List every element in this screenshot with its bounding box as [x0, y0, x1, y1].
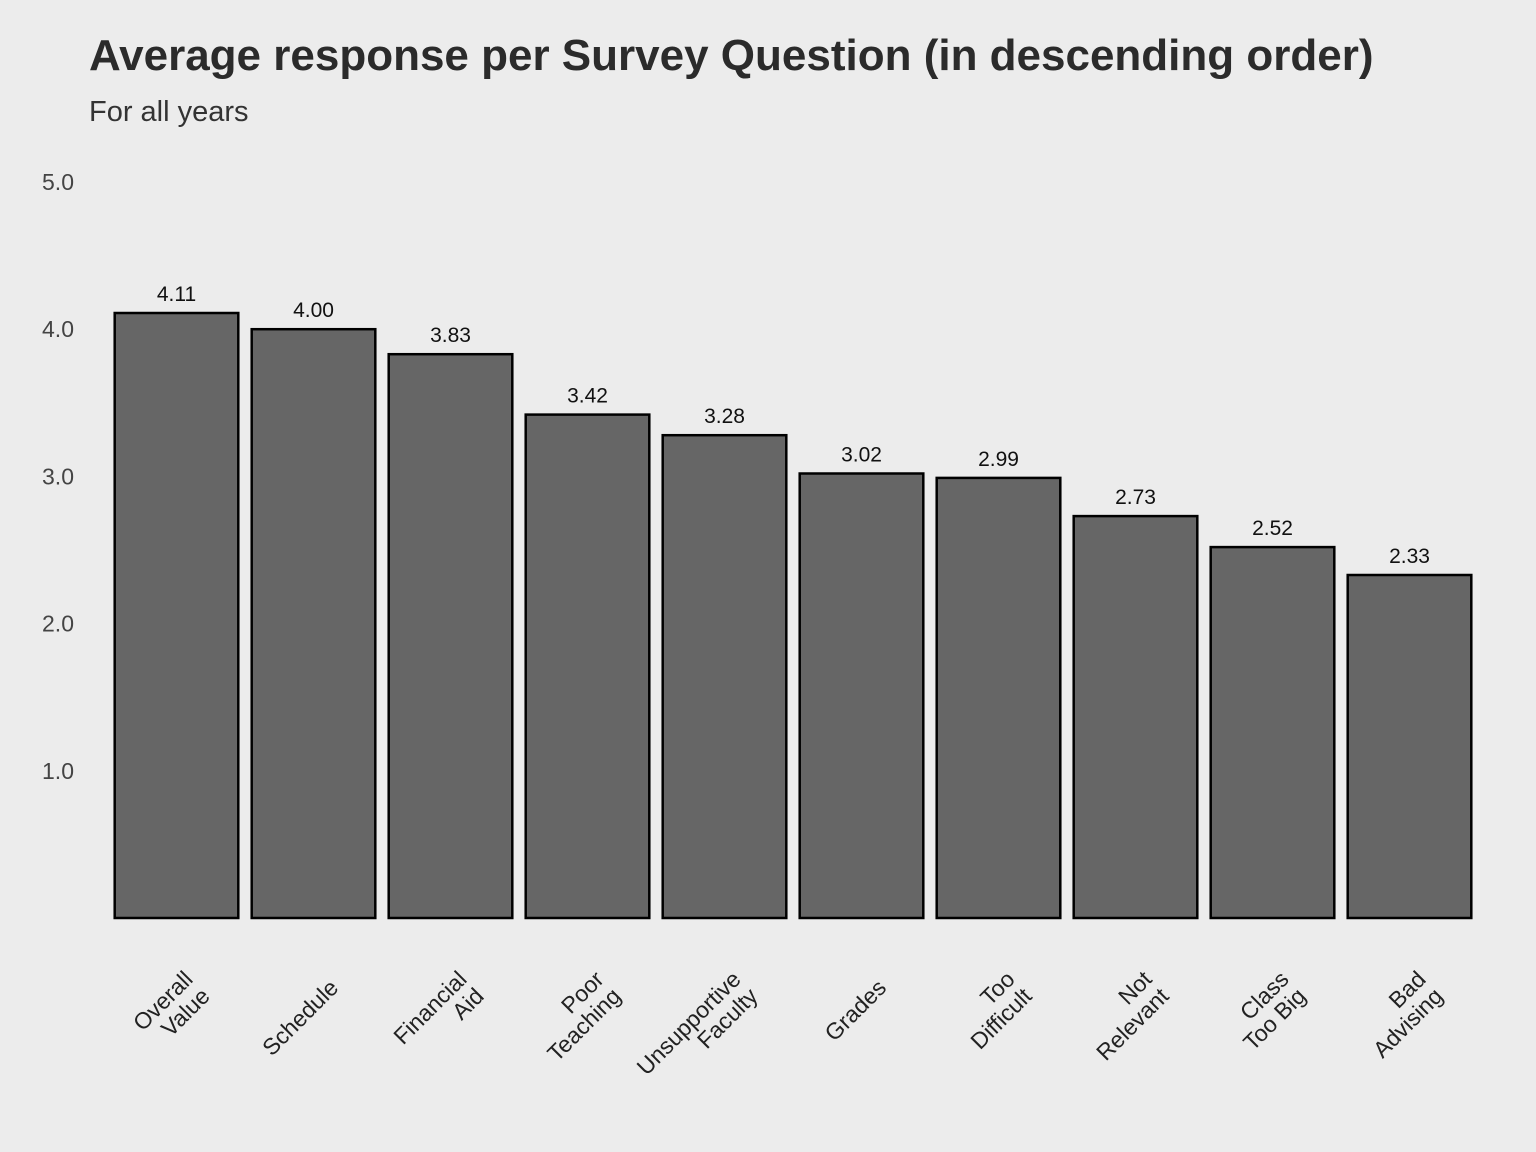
x-tick-label: FinancialAid [388, 966, 488, 1066]
x-tick-label: TooDifficult [948, 965, 1037, 1054]
y-tick-label: 2.0 [42, 611, 74, 637]
bar [387, 352, 514, 920]
x-tick-label: BadAdvising [1351, 966, 1448, 1063]
x-tick-label-text: UnsupportiveFaculty [631, 965, 763, 1097]
x-tick-label-text: NotRelevant [1074, 965, 1174, 1065]
bar-value-label: 3.02 [841, 444, 882, 467]
bar-value-label: 4.11 [157, 283, 196, 306]
value-labels: 4.11 4.00 3.83 3.42 3.28 3.02 2.99 2.73 2.52 2.33 [157, 283, 1430, 568]
bar-value-label: 3.83 [430, 324, 471, 347]
bar-value-label: 4.00 [293, 299, 334, 322]
bar [798, 472, 925, 920]
x-tick-label-text: FinancialAid [388, 966, 488, 1066]
x-tick-label-line: Schedule [257, 974, 343, 1060]
bar [524, 413, 651, 920]
x-tick-label-text: Schedule [257, 974, 343, 1060]
y-tick-label: 1.0 [42, 758, 74, 784]
bar-value-label: 3.28 [704, 405, 745, 428]
y-tick-label: 3.0 [42, 463, 74, 489]
bar [935, 476, 1062, 920]
x-tick-label: UnsupportiveFaculty [631, 965, 763, 1097]
bar [1072, 514, 1199, 920]
bars [113, 311, 1473, 920]
bar-value-label: 2.52 [1252, 517, 1293, 540]
bar [113, 311, 240, 920]
y-tick-label: 4.0 [42, 316, 74, 342]
x-tick-label-text: OverallValue [128, 966, 215, 1053]
x-tick-label: PoorTeaching [525, 966, 626, 1067]
bar-value-label: 2.33 [1389, 545, 1430, 568]
x-tick-label-text: PoorTeaching [525, 966, 626, 1067]
y-axis: 1.0 2.0 3.0 4.0 5.0 [42, 169, 74, 784]
x-tick-label-text: TooDifficult [948, 965, 1037, 1054]
bar-value-label: 2.73 [1115, 486, 1156, 509]
bar-value-label: 2.99 [978, 448, 1019, 471]
x-tick-label: NotRelevant [1074, 965, 1174, 1065]
bar [1346, 573, 1473, 920]
x-tick-label-text: BadAdvising [1351, 966, 1448, 1063]
x-tick-label-text: ClassToo Big [1221, 966, 1311, 1056]
bar [250, 327, 377, 920]
x-tick-label-text: Grades [819, 974, 891, 1046]
x-axis: OverallValue Schedule FinancialAid PoorTeac… [128, 965, 1448, 1097]
y-tick-label: 5.0 [42, 169, 74, 195]
bar-value-label: 3.42 [567, 385, 608, 408]
x-tick-label: OverallValue [128, 966, 215, 1053]
x-tick-label: ClassToo Big [1221, 966, 1311, 1056]
bar [1209, 545, 1336, 920]
x-tick-label: Grades [819, 974, 891, 1046]
chart-title: Average response per Survey Question (in… [89, 31, 1374, 80]
chart-subtitle: For all years [89, 96, 249, 128]
x-tick-label-line: Grades [819, 974, 891, 1046]
bar [661, 433, 788, 920]
x-tick-label: Schedule [257, 974, 343, 1060]
